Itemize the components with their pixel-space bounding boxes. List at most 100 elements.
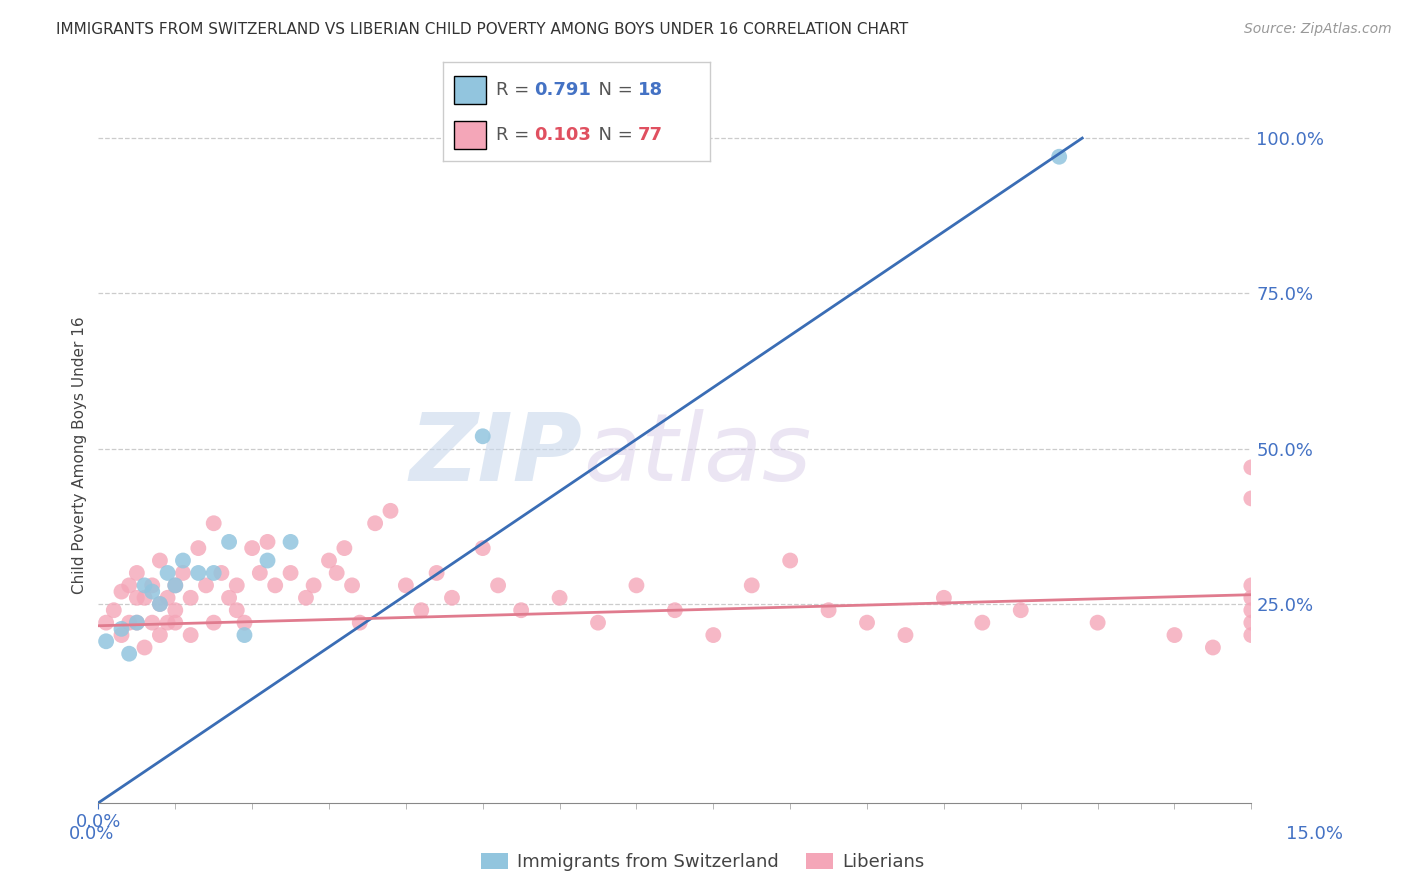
Point xyxy=(1240,460,1263,475)
Point xyxy=(233,615,256,630)
Point xyxy=(187,541,209,555)
Point xyxy=(626,578,648,592)
Point xyxy=(894,628,917,642)
Point xyxy=(1240,603,1263,617)
Point xyxy=(972,615,994,630)
Point xyxy=(440,591,463,605)
Text: 0.103: 0.103 xyxy=(534,126,591,144)
Point xyxy=(1240,615,1263,630)
Point xyxy=(586,615,609,630)
FancyBboxPatch shape xyxy=(454,76,485,103)
Point xyxy=(1087,615,1109,630)
Point xyxy=(817,603,839,617)
Point xyxy=(103,603,125,617)
Point xyxy=(486,578,509,592)
Point xyxy=(1240,491,1263,506)
Point xyxy=(165,578,187,592)
Point xyxy=(180,628,202,642)
Text: 77: 77 xyxy=(638,126,662,144)
Point xyxy=(110,584,132,599)
Text: IMMIGRANTS FROM SWITZERLAND VS LIBERIAN CHILD POVERTY AMONG BOYS UNDER 16 CORREL: IMMIGRANTS FROM SWITZERLAND VS LIBERIAN … xyxy=(56,22,908,37)
Point xyxy=(172,566,194,580)
Point xyxy=(156,566,179,580)
FancyBboxPatch shape xyxy=(454,121,485,149)
Point xyxy=(202,615,225,630)
Point xyxy=(209,566,232,580)
Point xyxy=(395,578,418,592)
Point xyxy=(134,578,156,592)
Text: 0.0%: 0.0% xyxy=(69,825,114,843)
Point xyxy=(548,591,571,605)
Y-axis label: Child Poverty Among Boys Under 16: Child Poverty Among Boys Under 16 xyxy=(72,316,87,594)
Point xyxy=(471,429,494,443)
Point xyxy=(118,647,141,661)
Point xyxy=(256,534,278,549)
Point xyxy=(141,584,163,599)
Point xyxy=(264,578,287,592)
Legend: Immigrants from Switzerland, Liberians: Immigrants from Switzerland, Liberians xyxy=(474,846,932,879)
Point xyxy=(118,615,141,630)
Point xyxy=(1240,578,1263,592)
Point xyxy=(125,591,148,605)
Text: Source: ZipAtlas.com: Source: ZipAtlas.com xyxy=(1244,22,1392,37)
Point xyxy=(218,591,240,605)
Point xyxy=(364,516,387,531)
Point xyxy=(149,553,172,567)
Point xyxy=(380,504,402,518)
Point xyxy=(165,615,187,630)
Text: 0.791: 0.791 xyxy=(534,81,591,99)
Text: R =: R = xyxy=(496,81,536,99)
Text: 15.0%: 15.0% xyxy=(1286,825,1343,843)
Point xyxy=(180,591,202,605)
Point xyxy=(702,628,724,642)
Point xyxy=(1163,628,1185,642)
Point xyxy=(94,634,117,648)
Point xyxy=(280,566,302,580)
Point xyxy=(249,566,271,580)
Point xyxy=(172,553,194,567)
Point xyxy=(225,578,247,592)
Point xyxy=(510,603,533,617)
Point xyxy=(1010,603,1032,617)
Point xyxy=(134,591,156,605)
Point xyxy=(280,534,302,549)
Point xyxy=(1240,628,1263,642)
Point xyxy=(664,603,686,617)
Point xyxy=(149,597,172,611)
Point xyxy=(218,534,240,549)
Point xyxy=(202,566,225,580)
Point xyxy=(141,615,163,630)
Point xyxy=(110,622,132,636)
Point xyxy=(471,541,494,555)
Point xyxy=(156,591,179,605)
Point xyxy=(325,566,347,580)
Text: ZIP: ZIP xyxy=(409,409,582,501)
Point xyxy=(202,516,225,531)
Point xyxy=(1202,640,1225,655)
Text: R =: R = xyxy=(496,126,536,144)
Point xyxy=(1240,591,1263,605)
Point xyxy=(779,553,801,567)
Point xyxy=(1047,150,1070,164)
Point xyxy=(240,541,263,555)
Point xyxy=(149,628,172,642)
Point xyxy=(195,578,218,592)
Point xyxy=(156,615,179,630)
Point xyxy=(118,578,141,592)
Point xyxy=(233,628,256,642)
Text: N =: N = xyxy=(588,81,638,99)
Text: 18: 18 xyxy=(638,81,664,99)
Point xyxy=(426,566,449,580)
Point xyxy=(225,603,247,617)
Point xyxy=(94,615,117,630)
Point xyxy=(349,615,371,630)
Point xyxy=(856,615,879,630)
Point xyxy=(125,615,148,630)
Point xyxy=(125,615,148,630)
Point xyxy=(125,566,148,580)
Point xyxy=(340,578,363,592)
Point xyxy=(134,640,156,655)
Point xyxy=(110,628,132,642)
Point xyxy=(165,578,187,592)
Point xyxy=(333,541,356,555)
